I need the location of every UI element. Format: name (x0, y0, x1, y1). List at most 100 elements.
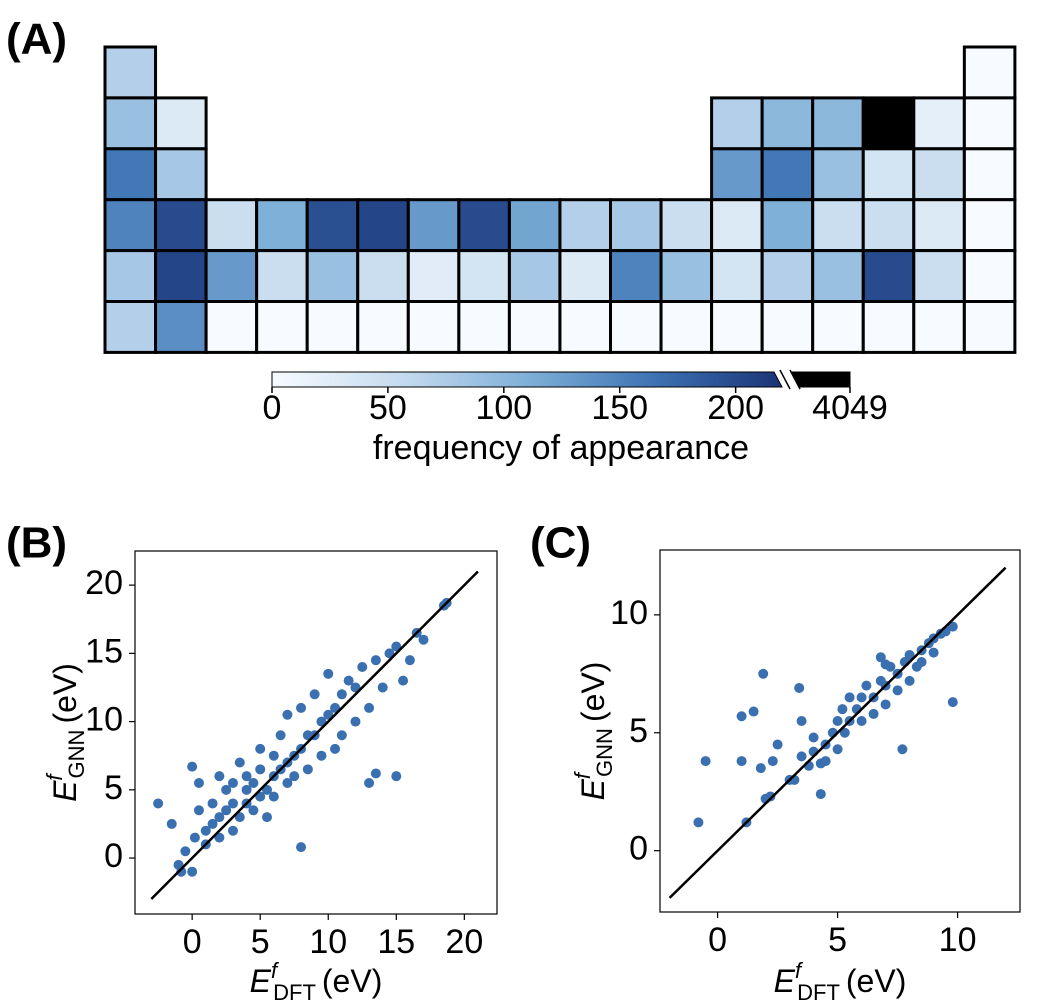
data-point (796, 751, 807, 762)
element-cell (103, 300, 158, 354)
element-cell (305, 198, 360, 253)
label-symbol: E (47, 780, 83, 802)
label-subscript: GNN (592, 728, 617, 777)
data-point (844, 692, 855, 703)
element-cell (760, 300, 815, 354)
data-point (207, 818, 218, 829)
element-cell (457, 300, 511, 354)
data-point (418, 634, 429, 645)
element-cell (760, 249, 815, 304)
element-cell (558, 249, 613, 304)
data-point (904, 649, 915, 660)
element-cell (103, 96, 158, 151)
data-point (268, 750, 279, 761)
element-cell (962, 198, 1017, 253)
element-cell (811, 147, 865, 202)
data-point (856, 692, 867, 703)
element-cell (760, 96, 815, 151)
y-tick-label: 20 (85, 564, 123, 602)
element-cell (659, 300, 714, 354)
data-point (180, 846, 191, 857)
element-cell (255, 249, 309, 304)
element-cell (861, 96, 916, 151)
element-cell (710, 198, 764, 253)
data-point (268, 791, 279, 802)
data-point (391, 771, 402, 782)
data-point (275, 730, 286, 741)
data-point (832, 715, 843, 726)
data-point (947, 621, 958, 632)
data-point (282, 777, 293, 788)
data-point (350, 682, 361, 693)
data-point (187, 761, 198, 772)
data-point (856, 715, 867, 726)
element-cell (659, 198, 714, 253)
data-point (820, 756, 831, 767)
colorbar-tick-label: 150 (591, 389, 648, 427)
element-cell (558, 300, 613, 354)
data-point (880, 699, 891, 710)
y-tick-label: 0 (104, 837, 123, 875)
data-point (391, 641, 402, 652)
element-cell (406, 300, 461, 354)
element-cell (457, 249, 511, 304)
data-point (736, 756, 747, 767)
panel-label: (C) (530, 519, 591, 568)
element-cell (154, 96, 208, 151)
plot-frame (659, 549, 1021, 913)
data-point (193, 777, 204, 788)
element-cell (356, 198, 410, 253)
reference-line (150, 570, 479, 900)
colorbar-tick-label: 200 (707, 389, 764, 427)
data-point (248, 777, 259, 788)
element-cell (710, 147, 764, 202)
data-point (323, 668, 334, 679)
data-point (187, 866, 198, 877)
data-point (808, 732, 819, 743)
colorbar-over (791, 371, 851, 388)
data-point (765, 791, 776, 802)
element-cell (103, 45, 158, 100)
data-point (336, 689, 347, 700)
data-point (336, 730, 347, 741)
data-point (364, 777, 375, 788)
data-point (296, 702, 307, 713)
data-point (815, 789, 826, 800)
data-point (767, 756, 778, 767)
data-point (166, 818, 177, 829)
data-point (227, 825, 238, 836)
element-cell (406, 198, 461, 253)
element-cell (103, 147, 158, 202)
x-tick-label: 0 (183, 923, 202, 961)
label-symbol: E (575, 778, 611, 800)
data-point (316, 716, 327, 727)
data-point (370, 768, 381, 779)
data-point (861, 680, 872, 691)
label-subscript: GNN (64, 730, 89, 779)
label-superscript: f (42, 772, 67, 781)
element-cell (912, 198, 966, 253)
data-point (214, 832, 225, 843)
label-subscript: DFT (273, 980, 316, 1005)
x-tick-label: 10 (939, 921, 977, 959)
data-point (153, 798, 164, 809)
y-tick-label: 10 (610, 594, 648, 632)
data-point (234, 812, 245, 823)
element-cell (912, 300, 966, 354)
x-tick-label: 5 (828, 921, 847, 959)
data-point (227, 777, 238, 788)
data-point (916, 657, 927, 668)
label-superscript: f (271, 958, 280, 983)
data-point (330, 743, 341, 754)
data-point (384, 648, 395, 659)
colorbar-tick-label: 4049 (812, 389, 888, 427)
data-point (794, 682, 805, 693)
data-point (255, 743, 266, 754)
colorbar-tick-label: 100 (475, 389, 532, 427)
data-point (193, 805, 204, 816)
data-point (892, 685, 903, 696)
label-unit: (eV) (47, 663, 83, 723)
data-point (262, 812, 273, 823)
data-point (350, 716, 361, 727)
